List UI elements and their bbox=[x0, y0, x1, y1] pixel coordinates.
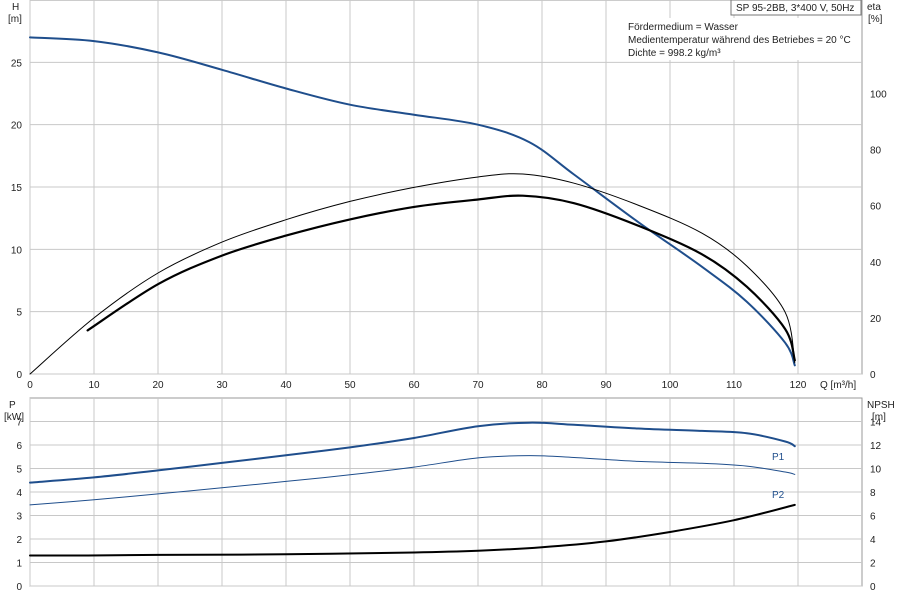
y-axis-unit-h: [m] bbox=[8, 14, 22, 25]
y2-axis-label-eta: eta bbox=[867, 2, 881, 13]
y-tick-label: 15 bbox=[11, 183, 23, 194]
x-tick-label: 110 bbox=[726, 380, 742, 391]
y-tick-label: 0 bbox=[16, 582, 22, 593]
y2-tick-label: 0 bbox=[870, 582, 876, 593]
series-line-1-1 bbox=[29, 455, 796, 506]
x-tick-label: 90 bbox=[600, 380, 612, 391]
y-tick-label: 20 bbox=[11, 121, 23, 132]
y2-tick-label: 8 bbox=[870, 488, 876, 499]
y2-tick-label: 0 bbox=[870, 370, 876, 381]
y2-tick-label: 10 bbox=[870, 465, 882, 476]
info-medium: Fördermedium = Wasser bbox=[628, 22, 739, 33]
y-tick-label: 5 bbox=[16, 308, 22, 319]
y-tick-label: 1 bbox=[16, 559, 22, 570]
series-line-0-0 bbox=[29, 36, 796, 367]
y-tick-label: 5 bbox=[16, 465, 22, 476]
x-tick-label: 80 bbox=[536, 380, 548, 391]
grid-lines bbox=[29, 0, 862, 587]
series-label-p1: P1 bbox=[772, 452, 785, 463]
info-temperature: Medientemperatur während des Betriebes =… bbox=[628, 35, 851, 46]
y2-tick-label: 2 bbox=[870, 559, 876, 570]
y-axis-unit-p: [kW] bbox=[4, 412, 24, 423]
y-tick-label: 4 bbox=[16, 488, 22, 499]
y2-tick-label: 6 bbox=[870, 512, 876, 523]
y2-axis-unit-eta: [%] bbox=[868, 14, 883, 25]
series-line-1-2 bbox=[29, 503, 796, 557]
title-box bbox=[730, 0, 862, 16]
x-tick-label: 50 bbox=[344, 380, 356, 391]
x-tick-label: 120 bbox=[790, 380, 807, 391]
y-tick-label: 7 bbox=[16, 418, 22, 429]
series-lines bbox=[29, 36, 796, 557]
y-tick-label: 2 bbox=[16, 535, 22, 546]
y2-axis-label-npsh: NPSH bbox=[867, 400, 895, 411]
x-tick-label: 20 bbox=[152, 380, 164, 391]
y2-tick-label: 80 bbox=[870, 146, 882, 157]
series-line-0-1 bbox=[86, 194, 796, 362]
series-label-p2: P2 bbox=[772, 490, 785, 501]
y2-axis-unit-npsh: [m] bbox=[872, 412, 886, 423]
x-tick-label: 40 bbox=[280, 380, 292, 391]
y2-tick-label: 40 bbox=[870, 258, 882, 269]
series-line-1-0 bbox=[29, 421, 796, 484]
x-axis-label-q: Q [m³/h] bbox=[820, 380, 856, 391]
tick-labels: 0 10 20 30 40 50 60 70 80 90 100 110 120051015202502… bbox=[11, 58, 887, 593]
y2-tick-label: 14 bbox=[870, 418, 882, 429]
x-tick-label: 0 bbox=[27, 380, 33, 391]
y-tick-label: 10 bbox=[11, 245, 23, 256]
series-line-0-2 bbox=[29, 173, 796, 375]
x-tick-label: 100 bbox=[662, 380, 679, 391]
x-tick-label: 30 bbox=[216, 380, 228, 391]
y-axis-label-p: P bbox=[9, 400, 16, 411]
x-tick-label: 60 bbox=[408, 380, 420, 391]
info-density: Dichte = 998.2 kg/m³ bbox=[628, 48, 721, 59]
y-tick-label: 6 bbox=[16, 441, 22, 452]
y-tick-label: 25 bbox=[11, 58, 23, 69]
x-tick-label: 10 bbox=[88, 380, 100, 391]
y2-tick-label: 100 bbox=[870, 89, 887, 100]
x-tick-label: 70 bbox=[472, 380, 484, 391]
y2-tick-label: 20 bbox=[870, 314, 882, 325]
y-tick-label: 0 bbox=[16, 370, 22, 381]
info-panel bbox=[622, 18, 860, 60]
y-tick-label: 3 bbox=[16, 512, 22, 523]
y2-tick-label: 60 bbox=[870, 202, 882, 213]
y2-tick-label: 4 bbox=[870, 535, 876, 546]
chart-title: SP 95-2BB, 3*400 V, 50Hz bbox=[736, 3, 854, 14]
y2-tick-label: 12 bbox=[870, 441, 882, 452]
y-axis-label-h: H bbox=[12, 2, 19, 13]
